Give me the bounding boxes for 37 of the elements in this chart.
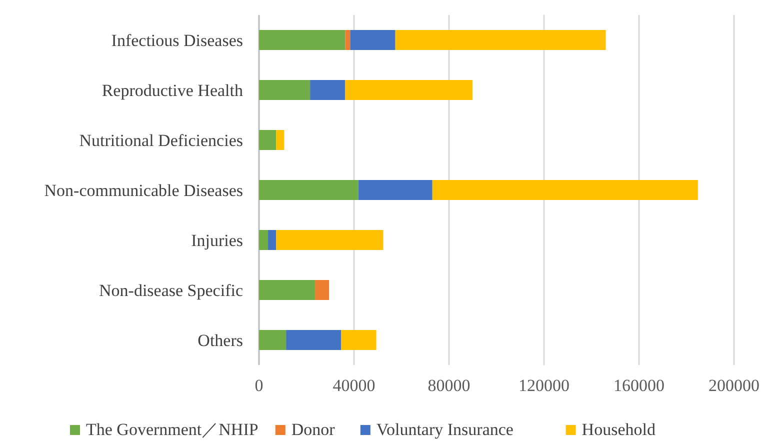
bar [276,230,384,250]
bar [395,30,606,50]
bar [286,330,342,350]
y-tick-label: Non-communicable Diseases [44,181,243,200]
bar [259,330,286,350]
bar [358,180,432,200]
bar [432,180,698,200]
y-tick-label: Others [198,331,243,350]
y-tick-label: Non-disease Specific [99,281,244,300]
x-tick-label: 0 [254,376,264,395]
bar [259,230,268,250]
x-tick-label: 160000 [614,376,664,395]
bar [259,180,358,200]
bar [345,30,350,50]
legend-label: Voluntary Insurance [376,420,514,439]
x-tick-label: 120000 [518,376,570,395]
legend-label: Household [582,420,656,439]
bar [341,330,376,350]
bar [310,80,346,100]
legend-label: The Government／NHIP [86,420,258,439]
y-tick-label: Nutritional Deficiencies [79,131,243,150]
bar [259,30,346,50]
x-tick-label: 40000 [332,376,376,395]
x-tick-label: 80000 [428,376,470,395]
x-tick-label: 200000 [708,376,760,395]
bar [259,80,310,100]
bar [350,30,396,50]
y-tick-label: Reproductive Health [102,81,244,100]
y-tick-label: Infectious Diseases [111,31,243,50]
bar [345,80,473,100]
y-tick-label: Injuries [191,231,243,250]
bar [259,280,316,300]
bar [276,130,284,150]
bar [259,130,276,150]
bar [268,230,276,250]
legend-label: Donor [291,420,336,439]
bar [315,280,330,300]
